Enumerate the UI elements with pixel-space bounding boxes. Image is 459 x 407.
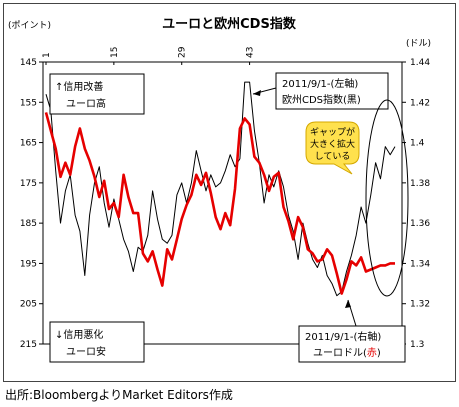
right-axis-label: 1.36 (410, 219, 430, 229)
right-axis-label: 1.42 (410, 98, 430, 108)
gap-bubble (305, 121, 360, 175)
right-axis-label: 1.32 (410, 300, 430, 310)
callout-eur-text-part: 赤 (367, 347, 377, 359)
plot-frame (42, 61, 403, 345)
callout-cds-arrowhead (253, 90, 261, 96)
gap-bubble-line: 大きく拡大 (310, 138, 355, 150)
series-line-cds (45, 81, 396, 297)
right-axis-label: 1.34 (410, 259, 430, 269)
right-axis-label: 1.3 (410, 340, 424, 350)
right-axis-label: 1.44 (410, 58, 430, 68)
callout-eur-box (298, 325, 406, 363)
x-axis-label: 29 (178, 46, 188, 58)
callout-cds-line1: 2011/9/1-(左軸) (282, 77, 358, 90)
series-line-eurusd (44, 112, 395, 295)
note-worsen-line1: ↓信用悪化 (55, 328, 103, 341)
gap-bubble-line: している (315, 151, 351, 162)
chart-panel: ユーロと欧州CDS指数 (ポイント) (ドル) 145 155 165 175 185 1… (3, 3, 456, 382)
x-axis-label: 1 (42, 52, 52, 58)
callout-eur-text-part: ユーロドル( (313, 348, 367, 359)
note-improve-line2: ユーロ高 (66, 97, 106, 110)
left-axis-label: 215 (20, 340, 37, 350)
gap-ellipse (365, 99, 409, 297)
chart-svg: ユーロと欧州CDS指数 (ポイント) (ドル) 145 155 165 175 185 1… (8, 16, 431, 363)
right-axis-label: 1.4 (410, 139, 425, 149)
left-axis-label: 195 (20, 259, 37, 269)
x-axis-label: 15 (110, 47, 120, 58)
left-axis-label: 175 (20, 179, 37, 189)
callout-eur-line1: 2011/9/1-(右軸) (305, 330, 381, 343)
left-axis-label: 145 (20, 58, 37, 68)
left-axis-label: 165 (20, 139, 37, 149)
right-axis-label: 1.38 (410, 179, 430, 189)
x-axis-label: 43 (246, 47, 256, 58)
callout-eur-text-part: ) (377, 348, 381, 359)
note-box-improve (49, 73, 145, 115)
note-box-worsen (49, 321, 145, 363)
callout-eur-arrowhead (345, 300, 351, 308)
left-axis-label: 185 (20, 219, 37, 229)
gap-bubble-line: ギャップが (310, 126, 355, 138)
left-axis-unit: (ポイント) (8, 20, 51, 31)
callout-eur-line2: ユーロドル(赤) (313, 347, 381, 359)
note-improve-line1: ↑信用改善 (55, 80, 103, 93)
source-note: 出所:BloombergよりMarket Editors作成 (5, 388, 233, 402)
left-axis-label: 205 (20, 300, 37, 310)
left-axis-label: 155 (20, 98, 37, 108)
note-worsen-line2: ユーロ安 (66, 345, 106, 358)
right-axis-unit: (ドル) (406, 39, 431, 49)
callout-cds-line2: 欧州CDS指数(黒) (282, 93, 361, 106)
callout-cds-box (275, 72, 389, 110)
chart-title: ユーロと欧州CDS指数 (162, 16, 297, 32)
